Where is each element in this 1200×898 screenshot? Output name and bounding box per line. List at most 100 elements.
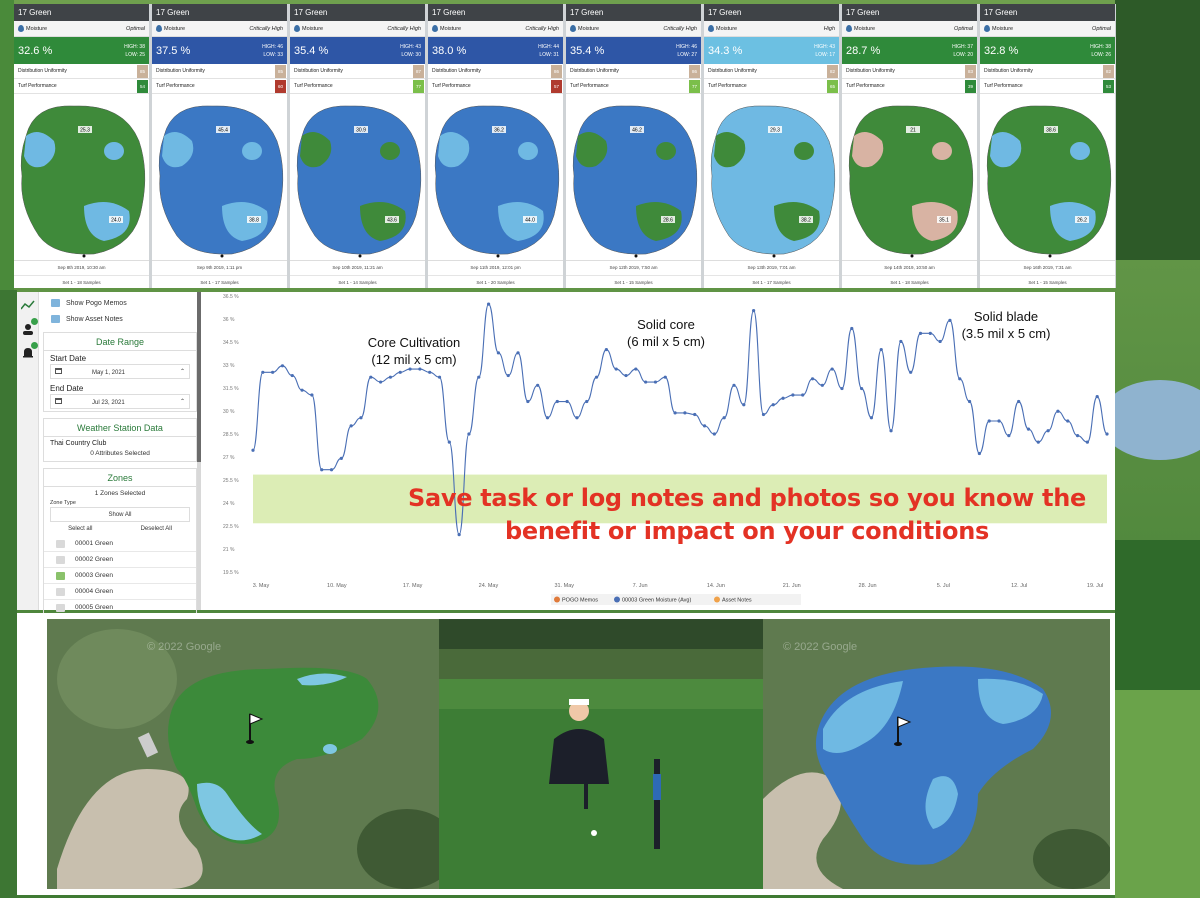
data-point xyxy=(840,386,844,391)
card-high: HIGH: 46 xyxy=(262,43,283,50)
card-du-row: Distribution Uniformity 85 xyxy=(14,64,149,79)
checkbox-icon xyxy=(51,315,60,323)
y-tick-label: 19.5 % xyxy=(223,570,239,576)
map-label: 30.9 xyxy=(356,128,366,134)
data-point xyxy=(251,448,255,452)
green-card[interactable]: 17 Green Moisture Critically High 35.4 %… xyxy=(290,4,425,288)
card-value: 34.3 % xyxy=(708,44,743,57)
map-label: 38.8 xyxy=(249,218,259,224)
y-tick-label: 21 % xyxy=(223,547,235,553)
zone-row[interactable]: 00001 Green xyxy=(44,536,196,552)
data-point xyxy=(428,370,432,374)
zone-row[interactable]: 00004 Green xyxy=(44,584,196,600)
card-value: 35.4 % xyxy=(294,44,329,57)
data-point xyxy=(486,302,491,306)
card-du-row: Distribution Uniformity 82 xyxy=(704,64,839,79)
card-metric-row: Moisture Critically High xyxy=(152,21,287,37)
card-status: Optimal xyxy=(1092,26,1111,32)
card-date: Sep 8th 2019, 10:30 am xyxy=(57,265,106,270)
water-drop-icon xyxy=(432,25,438,32)
zone-type-label: Zone Type xyxy=(50,500,76,506)
data-point xyxy=(752,309,756,313)
data-point xyxy=(781,396,785,400)
card-high: HIGH: 37 xyxy=(952,43,973,50)
data-point xyxy=(742,403,746,407)
chart-line-icon[interactable] xyxy=(20,298,35,310)
data-point xyxy=(918,331,923,335)
card-title: 17 Green xyxy=(704,4,839,21)
legend-label: Asset Notes xyxy=(722,598,752,604)
card-footer: Sep 10th 2019, 11:21 am Set 1 - 14 Sample… xyxy=(290,260,425,288)
green-card[interactable]: 17 Green Moisture High 34.3 % HIGH: 43 LO… xyxy=(704,4,839,288)
data-point xyxy=(398,370,402,374)
data-point xyxy=(810,377,815,381)
green-card[interactable]: 17 Green Moisture Critically High 37.5 %… xyxy=(152,4,287,288)
date-range-section: Date Range Start Date May 1, 2021 ⌃ End D… xyxy=(43,332,197,412)
card-du-row: Distribution Uniformity 87 xyxy=(290,64,425,79)
bell-icon[interactable] xyxy=(21,342,38,358)
du-badge: 82 xyxy=(1103,64,1114,78)
data-point xyxy=(928,331,932,335)
map-watermark: © 2022 Google xyxy=(147,641,222,653)
green-card[interactable]: 17 Green Moisture Optimal 28.7 % HIGH: 3… xyxy=(842,4,977,288)
data-point xyxy=(663,375,667,379)
data-point xyxy=(771,403,775,407)
map-label: 46.2 xyxy=(632,128,642,134)
y-tick-label: 22.5 % xyxy=(223,524,239,530)
sidebar-scrollbar[interactable] xyxy=(197,292,201,610)
data-point xyxy=(1036,440,1040,444)
green-card[interactable]: 17 Green Moisture Critically High 38.0 %… xyxy=(428,4,563,288)
card-footer: Sep 11th 2019, 12:01 pm Set 1 - 20 Sample… xyxy=(428,260,563,288)
data-point xyxy=(1017,399,1021,404)
data-point xyxy=(290,373,294,378)
show-pogo-memos-toggle[interactable]: Show Pogo Memos xyxy=(39,296,201,310)
card-tp-row: Turf Performance 65 xyxy=(704,79,839,94)
user-icon[interactable] xyxy=(21,318,38,335)
deselect-all-button[interactable]: Deselect All xyxy=(140,526,172,532)
callout-solid-core: Solid core (6 mil x 5 cm) xyxy=(627,317,705,349)
x-tick-label: 24. May xyxy=(479,583,499,589)
end-date-picker[interactable]: Jul 23, 2021 ⌃ xyxy=(50,394,190,409)
card-value: 28.7 % xyxy=(846,44,881,57)
start-date-label: Start Date xyxy=(50,354,87,363)
tp-badge: 77 xyxy=(413,79,424,93)
zone-type-select[interactable]: Show All xyxy=(50,507,190,522)
card-value-row: 37.5 % HIGH: 46 LOW: 33 xyxy=(152,37,287,64)
card-set: Set 1 - 17 Samples xyxy=(152,275,287,288)
card-value: 37.5 % xyxy=(156,44,191,57)
card-status: Critically High xyxy=(387,26,421,32)
data-point xyxy=(280,364,285,368)
zone-row[interactable]: 00003 Green xyxy=(44,568,196,584)
zone-row[interactable]: 00002 Green xyxy=(44,552,196,568)
end-date-label: End Date xyxy=(50,384,84,393)
start-date-picker[interactable]: May 1, 2021 ⌃ xyxy=(50,364,190,379)
card-tp-row: Turf Performance 53 xyxy=(980,79,1115,94)
green-card[interactable]: 17 Green Moisture Optimal 32.6 % HIGH: 3… xyxy=(14,4,149,288)
select-all-button[interactable]: Select all xyxy=(68,526,93,532)
x-tick-label: 3. May xyxy=(253,583,270,589)
data-point xyxy=(732,383,736,387)
tp-badge: 65 xyxy=(827,79,838,93)
calendar-icon xyxy=(55,397,62,404)
attributes-select[interactable]: 0 Attributes Selected xyxy=(90,450,150,457)
data-point xyxy=(653,380,658,384)
zones-select[interactable]: 1 Zones Selected xyxy=(94,490,146,497)
map-label: 45.4 xyxy=(218,128,228,134)
show-asset-notes-toggle[interactable]: Show Asset Notes xyxy=(39,312,201,326)
map-label: 28.6 xyxy=(663,218,673,224)
card-set: Set 1 - 18 Samples xyxy=(842,275,977,288)
chevron-icon: ⌃ xyxy=(179,399,185,405)
card-low: LOW: 33 xyxy=(263,51,283,58)
green-card[interactable]: 17 Green Moisture Optimal 32.8 % HIGH: 3… xyxy=(980,4,1115,288)
y-tick-label: 33 % xyxy=(223,363,235,369)
tp-badge: 77 xyxy=(689,79,700,93)
data-point xyxy=(359,416,363,420)
green-card[interactable]: 17 Green Moisture Critically High 35.4 %… xyxy=(566,4,701,288)
weather-title: Weather Station Data xyxy=(44,419,196,437)
filter-sidebar: Show Pogo Memos Show Asset Notes Date Ra… xyxy=(39,292,201,627)
y-tick-label: 27 % xyxy=(223,455,235,461)
card-high: HIGH: 38 xyxy=(1090,43,1111,50)
data-point xyxy=(997,419,1001,423)
card-date: Sep 11th 2019, 12:01 pm xyxy=(470,265,521,270)
card-title: 17 Green xyxy=(842,4,977,21)
